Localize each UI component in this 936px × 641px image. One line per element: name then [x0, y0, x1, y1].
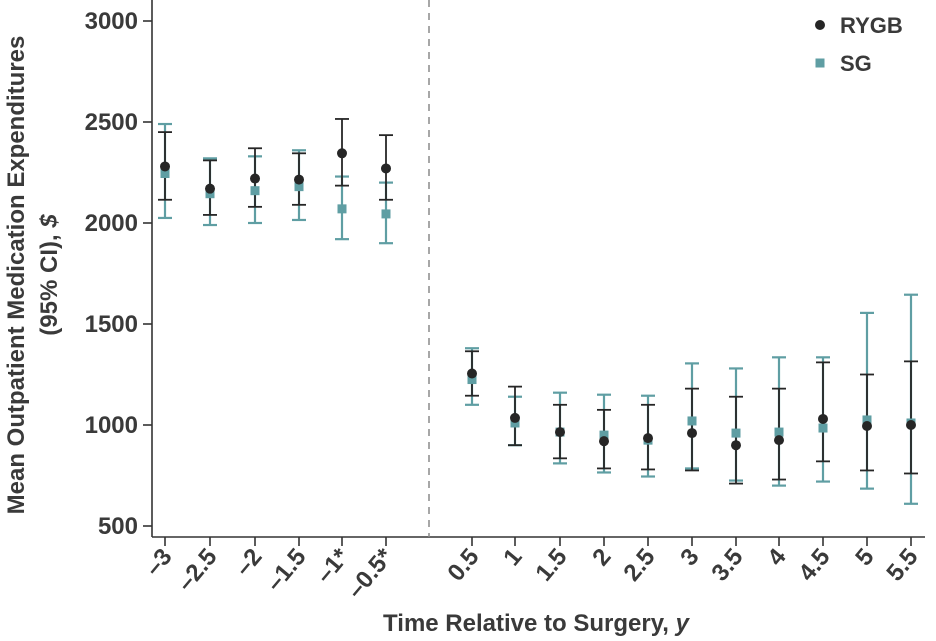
data-point-sg — [731, 428, 741, 438]
x-tick-label: –1.5 — [261, 544, 312, 597]
data-point-sg — [774, 427, 784, 437]
data-point-rygb — [731, 440, 741, 451]
x-axis-title: Time Relative to Surgery, y — [383, 610, 691, 637]
data-point-rygb — [906, 420, 916, 430]
y-ticks: 500 1000 1500 2000 2500 3000 — [85, 8, 152, 540]
x-tick-label: 2 — [587, 544, 616, 572]
data-point-sg — [250, 186, 260, 196]
data-point-rygb — [862, 421, 872, 432]
axes — [151, 0, 925, 538]
data-point-rygb — [337, 148, 347, 159]
x-axis-title-text: Time Relative to Surgery, — [383, 610, 676, 637]
x-tick-label: 0.5 — [442, 544, 484, 587]
data-point-rygb — [510, 412, 520, 423]
data-point-rygb — [818, 413, 828, 424]
x-tick-label: –2 — [230, 544, 268, 582]
x-tick-label: 3 — [675, 544, 704, 572]
error-bars — [158, 118, 918, 505]
y-tick-label: 3000 — [85, 8, 138, 35]
data-point-sg — [687, 416, 697, 426]
x-tick-label: 4.5 — [793, 544, 835, 587]
data-point-rygb — [687, 428, 697, 439]
data-point-rygb — [205, 183, 215, 194]
data-point-rygb — [774, 435, 784, 446]
y-tick-label: 2500 — [85, 109, 138, 136]
y-tick-label: 1000 — [85, 412, 138, 439]
x-tick-label: –2.5 — [172, 544, 223, 597]
y-tick-label: 1500 — [85, 311, 138, 338]
data-point-rygb — [294, 174, 304, 185]
data-point-sg — [205, 189, 215, 199]
x-tick-label: 3.5 — [706, 544, 748, 587]
data-point-rygb — [381, 163, 391, 174]
x-tick-label: 1 — [498, 544, 527, 572]
data-point-rygb — [555, 427, 565, 438]
data-markers — [160, 148, 916, 451]
x-axis-title-unit: y — [675, 610, 691, 637]
x-tick-label: 5.5 — [881, 544, 923, 587]
legend-label-rygb: RYGB — [840, 13, 903, 38]
legend-marker-rygb — [815, 20, 825, 30]
data-point-sg — [510, 418, 520, 428]
legend-marker-sg — [815, 58, 825, 68]
x-tick-label: 4 — [762, 543, 792, 571]
data-point-sg — [381, 209, 391, 219]
data-point-sg — [467, 375, 477, 385]
y-tick-label: 2000 — [85, 210, 138, 237]
data-point-rygb — [250, 173, 260, 184]
data-point-sg — [862, 415, 872, 425]
y-axis-title-line2-text: (95% CI), — [36, 228, 63, 336]
x-tick-label: –3 — [140, 544, 178, 582]
x-tick-label: 1.5 — [530, 544, 572, 587]
data-point-sg — [337, 204, 347, 214]
data-point-rygb — [599, 436, 609, 447]
x-tick-label: 2.5 — [618, 544, 660, 587]
data-point-sg — [599, 430, 609, 440]
data-point-sg — [294, 182, 304, 192]
x-tick-label: –0.5* — [342, 543, 399, 604]
data-point-sg — [160, 169, 170, 179]
data-point-rygb — [467, 368, 477, 379]
y-axis-title-line2-unit: $ — [36, 214, 63, 229]
y-tick-label: 500 — [98, 513, 138, 540]
legend: RYGB SG — [815, 13, 903, 76]
x-ticks: –3–2.5 –2–1.5 –1*–0.5* 0.5 1 1.5 2 2.5 3 3.5 4 4.5 5… — [140, 537, 924, 604]
y-axis-title-line1: Mean Outpatient Medication Expenditures — [3, 36, 30, 515]
data-point-rygb — [643, 433, 653, 444]
x-tick-label: 5 — [850, 544, 879, 572]
legend-label-sg: SG — [840, 51, 872, 76]
data-point-sg — [818, 423, 828, 433]
y-axis-title-line2: (95% CI), $ — [36, 214, 63, 336]
data-point-rygb — [160, 161, 170, 172]
